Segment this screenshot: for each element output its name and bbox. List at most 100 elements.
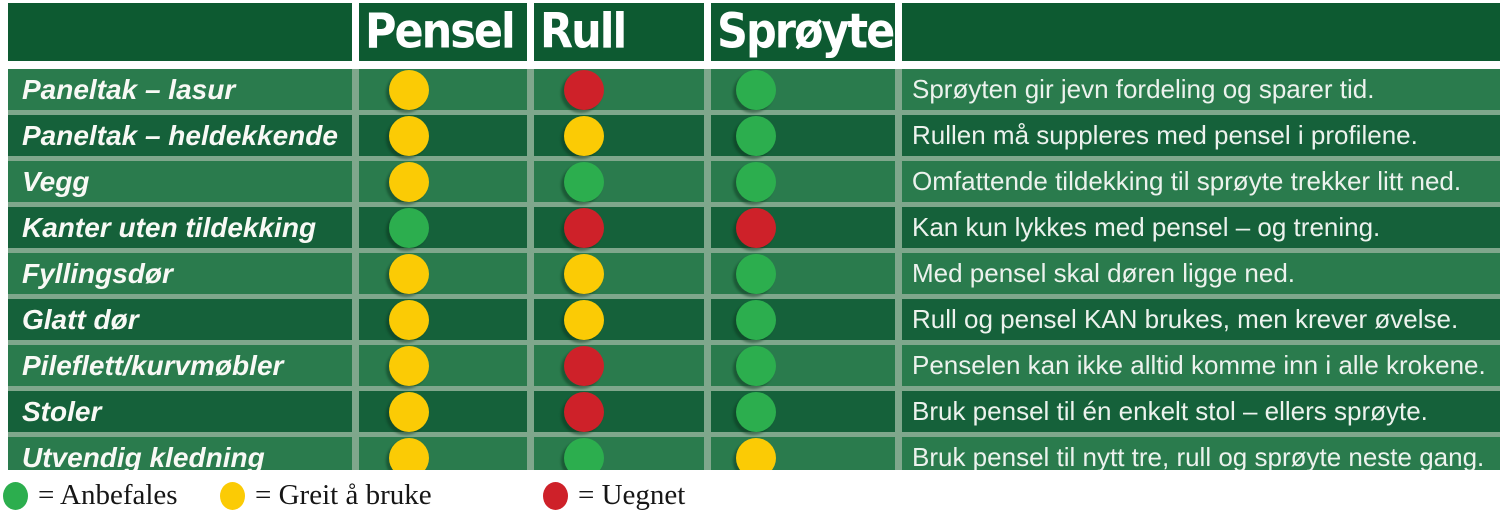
header-label-sproyte: Sprøyte <box>717 4 895 60</box>
sproyte-cell <box>711 345 895 386</box>
rull-rating-dot <box>564 253 604 294</box>
rull-rating-dot <box>564 69 604 110</box>
comment-text: Penselen kan ikke alltid komme inn i all… <box>912 350 1486 380</box>
legend-green-dot <box>3 481 28 510</box>
rull-rating-dot <box>564 391 604 432</box>
header-cell-empty <box>8 3 352 61</box>
sproyte-cell <box>711 207 895 248</box>
row-label-cell: Pileflett/kurvmøbler <box>8 345 352 386</box>
pensel-rating-dot <box>389 391 429 432</box>
comment-cell: Rullen må suppleres med pensel i profile… <box>902 115 1500 156</box>
sproyte-rating-dot <box>736 161 776 202</box>
row-label-cell: Stoler <box>8 391 352 432</box>
table-row: Kanter uten tildekking Kan kun lykkes me… <box>8 207 1500 248</box>
pensel-rating-dot <box>389 161 429 202</box>
header-cell-sproyte: Sprøyte <box>711 3 895 61</box>
comment-cell: Sprøyten gir jevn fordeling og sparer ti… <box>902 69 1500 110</box>
table-row: Fyllingsdør Med pensel skal døren ligge … <box>8 253 1500 294</box>
surface-label: Stoler <box>22 395 102 427</box>
pensel-cell <box>359 253 527 294</box>
sproyte-cell <box>711 299 895 340</box>
header-cell-pensel: Pensel <box>359 3 527 61</box>
comment-cell: Bruk pensel til én enkelt stol – ellers … <box>902 391 1500 432</box>
legend-red-dot <box>543 481 568 510</box>
pensel-cell <box>359 391 527 432</box>
comment-text: Rullen må suppleres med pensel i profile… <box>912 120 1418 150</box>
pensel-cell <box>359 207 527 248</box>
rull-cell <box>534 161 704 202</box>
comment-cell: Kan kun lykkes med pensel – og trening. <box>902 207 1500 248</box>
row-label-cell: Kanter uten tildekking <box>8 207 352 248</box>
rull-cell <box>534 345 704 386</box>
sproyte-cell <box>711 391 895 432</box>
surface-label: Vegg <box>22 165 90 197</box>
pensel-cell <box>359 69 527 110</box>
table-header: Pensel Rull Sprøyte <box>8 3 1500 61</box>
sproyte-rating-dot <box>736 391 776 432</box>
row-label-cell: Paneltak – heldekkende <box>8 115 352 156</box>
pensel-cell <box>359 299 527 340</box>
rull-cell <box>534 207 704 248</box>
table-row: Vegg Omfattende tildekking til sprøyte t… <box>8 161 1500 202</box>
table-row: Stoler Bruk pensel til én enkelt stol – … <box>8 391 1500 432</box>
rull-cell <box>534 299 704 340</box>
sproyte-cell <box>711 115 895 156</box>
header-label-pensel: Pensel <box>365 4 516 60</box>
comment-text: Bruk pensel til én enkelt stol – ellers … <box>912 396 1428 426</box>
pensel-cell <box>359 115 527 156</box>
rull-cell <box>534 115 704 156</box>
rull-rating-dot <box>564 299 604 340</box>
surface-label: Utvendig kledning <box>22 441 265 473</box>
comment-cell: Med pensel skal døren ligge ned. <box>902 253 1500 294</box>
comment-text: Kan kun lykkes med pensel – og trening. <box>912 212 1381 242</box>
pensel-rating-dot <box>389 69 429 110</box>
legend-item-uegnet: = Uegnet <box>543 470 685 521</box>
header-cell-comment-empty <box>902 3 1500 61</box>
comment-text: Omfattende tildekking til sprøyte trekke… <box>912 166 1462 196</box>
surface-label: Paneltak – lasur <box>22 73 236 105</box>
sproyte-rating-dot <box>736 207 776 248</box>
legend-label: = Greit å bruke <box>255 479 432 511</box>
pensel-rating-dot <box>389 207 429 248</box>
legend-label: = Anbefales <box>38 479 178 511</box>
rull-rating-dot <box>564 207 604 248</box>
surface-label: Glatt dør <box>22 303 139 335</box>
legend-yellow-dot <box>220 481 245 510</box>
rull-cell <box>534 391 704 432</box>
table-row: Glatt dør Rull og pensel KAN brukes, men… <box>8 299 1500 340</box>
rull-rating-dot <box>564 115 604 156</box>
sproyte-rating-dot <box>736 253 776 294</box>
header-label-rull: Rull <box>540 4 627 60</box>
legend-item-greit: = Greit å bruke <box>220 470 432 521</box>
rull-rating-dot <box>564 161 604 202</box>
rull-cell <box>534 253 704 294</box>
comment-cell: Penselen kan ikke alltid komme inn i all… <box>902 345 1500 386</box>
pensel-rating-dot <box>389 345 429 386</box>
sproyte-cell <box>711 69 895 110</box>
surface-label: Pileflett/kurvmøbler <box>22 349 284 381</box>
legend: = Anbefales = Greit å bruke = Uegnet <box>0 470 1500 521</box>
pensel-cell <box>359 345 527 386</box>
surface-label: Paneltak – heldekkende <box>22 119 338 151</box>
header-body-gap <box>8 61 1500 69</box>
comment-text: Bruk pensel til nytt tre, rull og sprøyt… <box>912 442 1485 472</box>
comment-text: Rull og pensel KAN brukes, men krever øv… <box>912 304 1459 334</box>
comment-text: Sprøyten gir jevn fordeling og sparer ti… <box>912 74 1375 104</box>
pensel-cell <box>359 161 527 202</box>
sproyte-cell <box>711 253 895 294</box>
rull-rating-dot <box>564 345 604 386</box>
legend-label: = Uegnet <box>578 479 686 511</box>
row-label-cell: Vegg <box>8 161 352 202</box>
sproyte-rating-dot <box>736 69 776 110</box>
row-label-cell: Fyllingsdør <box>8 253 352 294</box>
pensel-rating-dot <box>389 299 429 340</box>
sproyte-cell <box>711 161 895 202</box>
table-row: Pileflett/kurvmøbler Penselen kan ikke a… <box>8 345 1500 386</box>
sproyte-rating-dot <box>736 115 776 156</box>
surface-label: Kanter uten tildekking <box>22 211 317 243</box>
comment-cell: Omfattende tildekking til sprøyte trekke… <box>902 161 1500 202</box>
table-row: Paneltak – heldekkende Rullen må suppler… <box>8 115 1500 156</box>
ratings-table: Pensel Rull Sprøyte Paneltak – lasur Spr… <box>8 3 1500 478</box>
table-body: Paneltak – lasur Sprøyten gir jevn forde… <box>8 69 1500 478</box>
row-label-cell: Glatt dør <box>8 299 352 340</box>
